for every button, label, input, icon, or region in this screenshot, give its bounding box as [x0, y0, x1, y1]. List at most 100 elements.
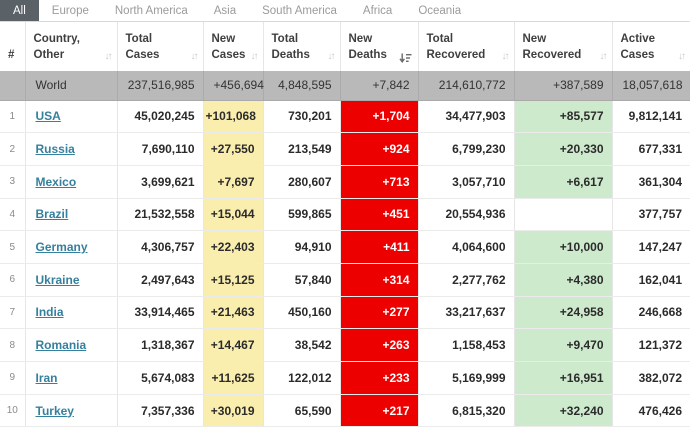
column-header-line2: Deaths [271, 49, 310, 62]
sort-icon[interactable]: ↓↑ [104, 50, 113, 62]
rank-cell: 4 [0, 198, 26, 232]
new-deaths-cell: +233 [340, 361, 419, 395]
rank-cell: 5 [0, 230, 26, 264]
active-cases-cell: 147,247 [612, 230, 690, 264]
new-deaths-cell: +924 [340, 132, 419, 166]
rank-cell: 3 [0, 165, 26, 199]
country-cell: Mexico [25, 165, 118, 199]
sort-desc-icon[interactable] [398, 53, 412, 64]
country-link[interactable]: Brazil [35, 207, 69, 222]
active-cases-cell: 9,812,141 [612, 100, 690, 134]
country-link[interactable]: Germany [35, 240, 88, 255]
new-recovered-cell: +6,617 [514, 165, 613, 199]
total-recovered-cell: 2,277,762 [418, 263, 515, 297]
total-recovered-cell: 33,217,637 [418, 296, 515, 330]
column-header-line2: Cases [620, 49, 655, 62]
new-cases-cell: +101,068 [203, 100, 264, 134]
country-cell: Iran [25, 361, 118, 395]
column-header-line1: New [522, 32, 547, 45]
new-recovered-cell: +85,577 [514, 100, 613, 134]
tab-south-america[interactable]: South America [249, 0, 350, 21]
new-cases-cell: +21,463 [203, 296, 264, 330]
column-header-new-deaths[interactable]: New Deaths ↓↑ [340, 22, 419, 71]
column-header-country[interactable]: Country, Other ↓↑ [25, 22, 118, 71]
tab-label: South America [262, 4, 337, 17]
column-header-total-recovered[interactable]: Total Recovered ↓↑ [418, 22, 515, 71]
tab-africa[interactable]: Africa [350, 0, 405, 21]
new-recovered-cell: +9,470 [514, 328, 613, 362]
world-label-cell: World [25, 71, 118, 101]
new-deaths-cell: +263 [340, 328, 419, 362]
total-cases-cell: 45,020,245 [117, 100, 204, 134]
new-deaths-cell: +314 [340, 263, 419, 297]
active-cases-cell: 246,668 [612, 296, 690, 330]
tab-north-america[interactable]: North America [102, 0, 201, 21]
column-header-new-recovered[interactable]: New Recovered ↓↑ [514, 22, 613, 71]
total-cases-cell: 2,497,643 [117, 263, 204, 297]
country-row: 3 Mexico 3,699,621 +7,697 280,607 +713 3… [0, 165, 690, 199]
total-deaths-cell: 38,542 [263, 328, 341, 362]
new-cases-cell: +15,125 [203, 263, 264, 297]
total-deaths-cell: 450,160 [263, 296, 341, 330]
column-header-total-cases[interactable]: Total Cases ↓↑ [117, 22, 204, 71]
country-link[interactable]: Russia [35, 142, 75, 157]
new-deaths-cell: +713 [340, 165, 419, 199]
sort-icon[interactable]: ↓↑ [599, 50, 608, 62]
new-recovered-cell: +16,951 [514, 361, 613, 395]
total-deaths-cell: 57,840 [263, 263, 341, 297]
new-recovered-cell: +10,000 [514, 230, 613, 264]
column-header-line2: Recovered [522, 49, 582, 62]
country-row: 4 Brazil 21,532,558 +15,044 599,865 +451… [0, 198, 690, 232]
rank-cell: 10 [0, 394, 26, 428]
country-row: 8 Romania 1,318,367 +14,467 38,542 +263 … [0, 328, 690, 362]
sort-icon[interactable]: ↓↑ [190, 50, 199, 62]
country-link[interactable]: Mexico [35, 174, 77, 189]
country-cell: Romania [25, 328, 118, 362]
column-header-line2: Cases [211, 49, 246, 62]
active-cases-cell: 382,072 [612, 361, 690, 395]
tab-label: Africa [362, 4, 393, 17]
column-header-line1: Total [271, 32, 299, 45]
country-link[interactable]: Ukraine [35, 272, 80, 287]
tab-label: Asia [213, 4, 237, 17]
rank-cell: 9 [0, 361, 26, 395]
country-link[interactable]: USA [35, 109, 61, 124]
total-recovered-cell: 214,610,772 [418, 71, 515, 101]
country-link[interactable]: Turkey [35, 403, 74, 418]
column-header-active-cases[interactable]: Active Cases ↓↑ [612, 22, 690, 71]
column-header-line1: Country, [33, 32, 80, 45]
total-cases-cell: 21,532,558 [117, 198, 204, 232]
total-cases-cell: 237,516,985 [117, 71, 204, 101]
total-cases-cell: 7,357,336 [117, 394, 204, 428]
total-cases-cell: 5,674,083 [117, 361, 204, 395]
total-recovered-cell: 3,057,710 [418, 165, 515, 199]
sort-icon[interactable]: ↓↑ [678, 50, 686, 62]
column-header-rank[interactable]: # ↓↑ [0, 22, 26, 71]
sort-icon[interactable]: ↓↑ [501, 50, 510, 62]
column-header-new-cases[interactable]: New Cases ↓↑ [203, 22, 264, 71]
tab-europe[interactable]: Europe [39, 0, 102, 21]
rank-cell: 1 [0, 100, 26, 134]
country-cell: USA [25, 100, 118, 134]
active-cases-cell: 677,331 [612, 132, 690, 166]
tab-asia[interactable]: Asia [201, 0, 249, 21]
tab-all[interactable]: All [0, 0, 39, 21]
rank-cell: 8 [0, 328, 26, 362]
new-cases-cell: +456,694 [203, 71, 264, 101]
active-cases-cell: 121,372 [612, 328, 690, 362]
country-row: 1 USA 45,020,245 +101,068 730,201 +1,704… [0, 100, 690, 134]
country-link[interactable]: Romania [35, 338, 87, 353]
tab-oceania[interactable]: Oceania [405, 0, 474, 21]
total-deaths-cell: 599,865 [263, 198, 341, 232]
total-deaths-cell: 280,607 [263, 165, 341, 199]
new-deaths-cell: +451 [340, 198, 419, 232]
rank-cell: 2 [0, 132, 26, 166]
tab-label: All [13, 4, 26, 17]
sort-icon[interactable]: ↓↑ [250, 50, 259, 62]
sort-icon[interactable]: ↓↑ [327, 50, 336, 62]
column-header-total-deaths[interactable]: Total Deaths ↓↑ [263, 22, 341, 71]
country-link[interactable]: India [35, 305, 64, 320]
new-recovered-cell: +24,958 [514, 296, 613, 330]
country-link[interactable]: Iran [35, 370, 58, 385]
new-cases-cell: +22,403 [203, 230, 264, 264]
